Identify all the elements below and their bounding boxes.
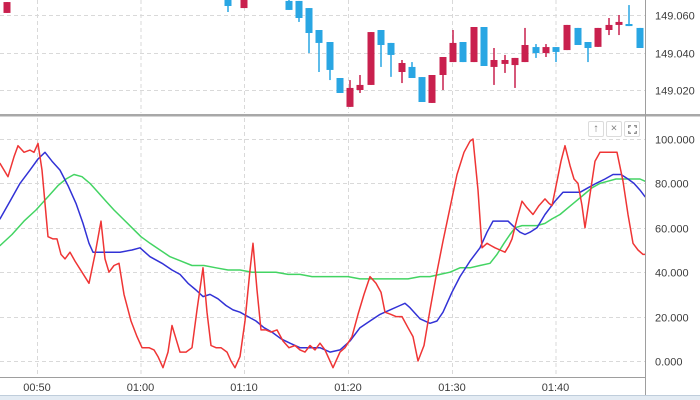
panel-divider bbox=[0, 114, 700, 117]
candle bbox=[285, 0, 293, 10]
candle bbox=[605, 18, 613, 36]
indicator-close-button[interactable]: × bbox=[606, 121, 622, 137]
candle bbox=[356, 75, 364, 93]
indicator-axis-label: 80.000 bbox=[655, 179, 689, 191]
candle bbox=[367, 32, 375, 85]
candle bbox=[398, 60, 406, 84]
candle bbox=[470, 27, 478, 63]
candle bbox=[3, 2, 11, 13]
x-axis-label: 01:00 bbox=[127, 382, 155, 394]
candle bbox=[449, 30, 457, 63]
x-axis-label: 01:10 bbox=[230, 382, 258, 394]
candle bbox=[501, 54, 509, 73]
candle bbox=[295, 0, 303, 22]
bottom-panel-resize-handle[interactable] bbox=[0, 395, 700, 400]
candle bbox=[377, 30, 385, 67]
maximize-icon bbox=[627, 124, 637, 134]
candle bbox=[615, 15, 623, 36]
candle bbox=[636, 27, 644, 48]
candle bbox=[305, 8, 313, 54]
price-axis-label: 149.020 bbox=[655, 86, 695, 98]
indicator-axis-label: 0.000 bbox=[655, 357, 683, 369]
candle bbox=[552, 47, 560, 63]
candle bbox=[346, 80, 354, 107]
indicator-axis-label: 40.000 bbox=[655, 268, 689, 280]
series-slow-green bbox=[0, 173, 646, 280]
candle bbox=[563, 24, 571, 51]
candle bbox=[594, 27, 602, 47]
candle bbox=[584, 42, 592, 63]
candle bbox=[224, 0, 232, 12]
candle bbox=[490, 48, 498, 85]
candle bbox=[521, 27, 529, 63]
candle bbox=[459, 42, 467, 63]
indicator-maximize-button[interactable] bbox=[624, 121, 640, 137]
candle bbox=[542, 44, 550, 57]
candle bbox=[574, 27, 582, 45]
indicator-axis-label: 100.000 bbox=[655, 135, 695, 147]
candle bbox=[480, 27, 488, 66]
candle bbox=[326, 42, 334, 81]
close-icon: × bbox=[610, 122, 618, 134]
candle bbox=[336, 78, 344, 93]
x-axis-label: 01:30 bbox=[438, 382, 466, 394]
candle bbox=[418, 77, 426, 102]
candle bbox=[511, 57, 519, 88]
indicator-move-up-button[interactable]: ↑ bbox=[588, 121, 604, 137]
candle bbox=[439, 57, 447, 90]
series-mid-blue bbox=[0, 151, 646, 353]
candle bbox=[532, 44, 540, 58]
candle bbox=[315, 30, 323, 72]
candle bbox=[625, 5, 633, 27]
price-axis-label: 149.040 bbox=[655, 49, 695, 61]
candle bbox=[387, 42, 395, 77]
series-fast-red bbox=[0, 138, 646, 369]
arrow-up-icon: ↑ bbox=[593, 122, 599, 134]
price-axis-label: 149.060 bbox=[655, 11, 695, 23]
x-axis-label: 01:40 bbox=[542, 382, 570, 394]
indicator-axis-label: 60.000 bbox=[655, 224, 689, 236]
candle bbox=[240, 0, 248, 9]
x-axis-label: 00:50 bbox=[23, 382, 51, 394]
x-axis-label: 01:20 bbox=[334, 382, 362, 394]
candle bbox=[408, 62, 416, 78]
indicator-toolbar: ↑ × bbox=[588, 121, 640, 137]
candle bbox=[428, 75, 436, 103]
indicator-axis-label: 20.000 bbox=[655, 313, 689, 325]
